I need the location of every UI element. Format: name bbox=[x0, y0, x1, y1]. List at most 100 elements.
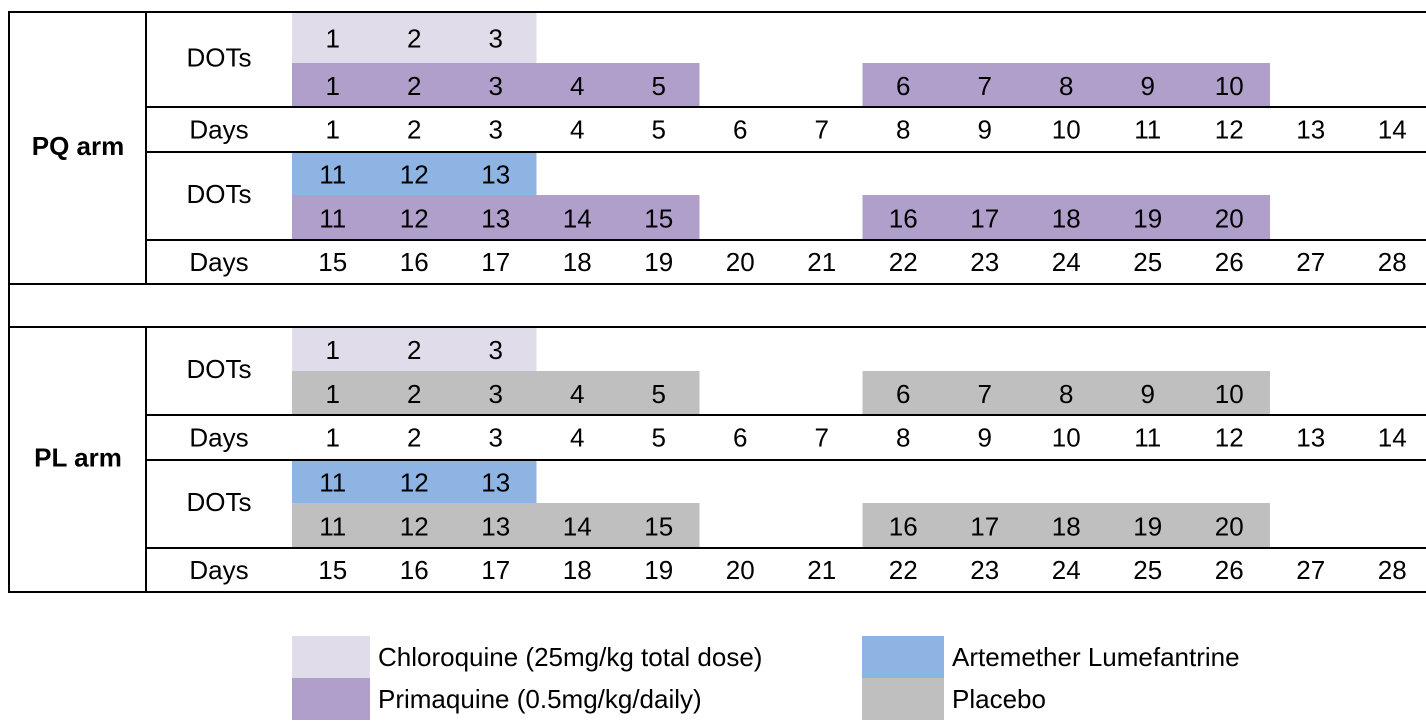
day-number: 23 bbox=[970, 555, 999, 585]
day-number: 8 bbox=[896, 422, 910, 452]
dose-band bbox=[292, 327, 537, 371]
dose-number: 2 bbox=[407, 335, 421, 365]
dose-number: 12 bbox=[400, 467, 429, 497]
dose-number: 8 bbox=[1059, 379, 1073, 409]
row-label: DOTs bbox=[187, 487, 252, 517]
dose-band bbox=[292, 371, 700, 415]
day-number: 21 bbox=[807, 555, 836, 585]
day-number: 3 bbox=[489, 114, 503, 144]
day-number: 7 bbox=[815, 114, 829, 144]
dose-band bbox=[292, 152, 537, 195]
dose-number: 10 bbox=[1215, 379, 1244, 409]
day-number: 5 bbox=[652, 114, 666, 144]
day-number: 1 bbox=[326, 114, 340, 144]
dose-number: 11 bbox=[319, 203, 346, 233]
day-number: 6 bbox=[733, 422, 747, 452]
day-number: 26 bbox=[1215, 555, 1244, 585]
dose-number: 14 bbox=[563, 203, 592, 233]
day-number: 26 bbox=[1215, 247, 1244, 277]
arm-label: PQ arm bbox=[32, 131, 125, 161]
dose-number: 20 bbox=[1215, 511, 1244, 541]
day-number: 24 bbox=[1052, 555, 1081, 585]
dose-number: 9 bbox=[1141, 71, 1155, 101]
dose-number: 7 bbox=[978, 379, 992, 409]
day-number: 13 bbox=[1296, 422, 1325, 452]
legend-swatch bbox=[292, 636, 370, 678]
dose-number: 19 bbox=[1133, 511, 1162, 541]
row-label: DOTs bbox=[187, 179, 252, 209]
legend-label: Artemether Lumefantrine bbox=[952, 642, 1240, 672]
dose-band bbox=[292, 503, 700, 548]
dose-number: 17 bbox=[970, 511, 999, 541]
dose-number: 4 bbox=[570, 71, 584, 101]
day-number: 15 bbox=[318, 247, 347, 277]
dose-number: 17 bbox=[970, 203, 999, 233]
dose-band bbox=[862, 371, 1270, 415]
dose-number: 7 bbox=[978, 71, 992, 101]
day-number: 13 bbox=[1296, 114, 1325, 144]
dose-number: 10 bbox=[1215, 71, 1244, 101]
legend-swatch bbox=[862, 678, 944, 720]
dose-number: 15 bbox=[644, 511, 673, 541]
day-number: 8 bbox=[896, 114, 910, 144]
day-number: 18 bbox=[563, 247, 592, 277]
day-number: 21 bbox=[807, 247, 836, 277]
dose-number: 3 bbox=[489, 23, 503, 53]
day-number: 2 bbox=[407, 422, 421, 452]
dose-number: 14 bbox=[563, 511, 592, 541]
legend-label: Placebo bbox=[952, 684, 1046, 714]
row-label: Days bbox=[189, 247, 248, 277]
day-number: 20 bbox=[726, 555, 755, 585]
row-label: Days bbox=[189, 555, 248, 585]
day-number: 15 bbox=[318, 555, 347, 585]
dose-number: 1 bbox=[326, 335, 340, 365]
dose-number: 12 bbox=[400, 159, 429, 189]
row-label: DOTs bbox=[187, 354, 252, 384]
day-number: 19 bbox=[644, 247, 673, 277]
day-number: 16 bbox=[400, 247, 429, 277]
dose-number: 6 bbox=[896, 379, 910, 409]
dose-number: 1 bbox=[326, 71, 340, 101]
legend-swatch bbox=[862, 636, 944, 678]
dose-number: 16 bbox=[889, 511, 918, 541]
day-number: 27 bbox=[1296, 247, 1325, 277]
dose-band bbox=[292, 12, 537, 63]
day-number: 9 bbox=[978, 114, 992, 144]
dose-number: 12 bbox=[400, 203, 429, 233]
dose-number: 11 bbox=[319, 159, 346, 189]
dose-number: 13 bbox=[481, 467, 510, 497]
day-number: 17 bbox=[481, 247, 510, 277]
day-number: 11 bbox=[1134, 114, 1161, 144]
day-number: 5 bbox=[652, 422, 666, 452]
dose-number: 16 bbox=[889, 203, 918, 233]
day-number: 14 bbox=[1378, 114, 1407, 144]
dose-number: 6 bbox=[896, 71, 910, 101]
day-number: 11 bbox=[1134, 422, 1161, 452]
dose-number: 20 bbox=[1215, 203, 1244, 233]
dose-number: 18 bbox=[1052, 511, 1081, 541]
day-number: 10 bbox=[1052, 422, 1081, 452]
day-number: 27 bbox=[1296, 555, 1325, 585]
day-number: 16 bbox=[400, 555, 429, 585]
day-number: 7 bbox=[815, 422, 829, 452]
dose-number: 1 bbox=[326, 379, 340, 409]
dose-number: 9 bbox=[1141, 379, 1155, 409]
day-number: 14 bbox=[1378, 422, 1407, 452]
dose-number: 3 bbox=[489, 379, 503, 409]
day-number: 6 bbox=[733, 114, 747, 144]
row-label: Days bbox=[189, 422, 248, 452]
day-number: 25 bbox=[1133, 555, 1162, 585]
dose-band bbox=[292, 63, 700, 107]
dose-number: 2 bbox=[407, 379, 421, 409]
dose-number: 13 bbox=[481, 511, 510, 541]
day-number: 24 bbox=[1052, 247, 1081, 277]
day-number: 2 bbox=[407, 114, 421, 144]
day-number: 3 bbox=[489, 422, 503, 452]
day-number: 22 bbox=[889, 247, 918, 277]
day-number: 20 bbox=[726, 247, 755, 277]
dose-number: 3 bbox=[489, 335, 503, 365]
day-number: 22 bbox=[889, 555, 918, 585]
dose-number: 3 bbox=[489, 71, 503, 101]
dose-number: 5 bbox=[652, 71, 666, 101]
